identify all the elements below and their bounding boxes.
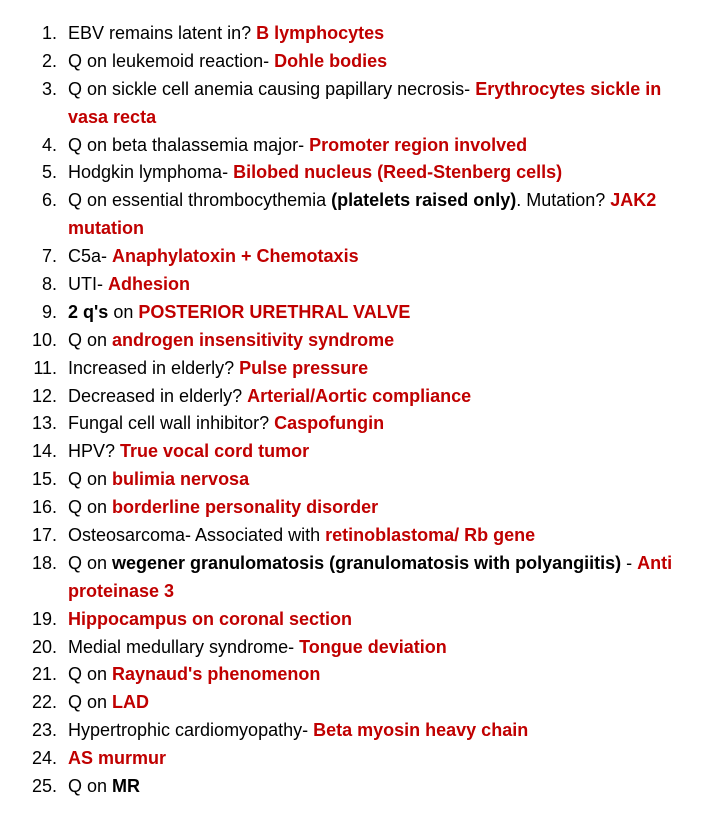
list-item: Q on beta thalassemia major- Promoter re… [62,132,689,160]
study-notes-list: EBV remains latent in? B lymphocytesQ on… [24,20,689,801]
question-text: Q on essential thrombocythemia [68,190,331,210]
answer-text: Tongue deviation [299,637,447,657]
answer-text: AS murmur [68,748,166,768]
question-text: Hodgkin lymphoma- [68,162,233,182]
list-item: Hippocampus on coronal section [62,606,689,634]
list-item: Q on sickle cell anemia causing papillar… [62,76,689,132]
answer-text: Anaphylatoxin + Chemotaxis [112,246,359,266]
list-item: C5a- Anaphylatoxin + Chemotaxis [62,243,689,271]
answer-text: Promoter region involved [309,135,527,155]
answer-text: B lymphocytes [256,23,384,43]
question-text: Q on sickle cell anemia causing papillar… [68,79,475,99]
answer-text: Raynaud's phenomenon [112,664,320,684]
list-item: Q on borderline personality disorder [62,494,689,522]
answer-text: Hippocampus on coronal section [68,609,352,629]
list-item: Q on leukemoid reaction- Dohle bodies [62,48,689,76]
question-text: Q on [68,692,112,712]
list-item: Q on essential thrombocythemia (platelet… [62,187,689,243]
question-text: Osteosarcoma- Associated with [68,525,325,545]
list-item: Q on androgen insensitivity syndrome [62,327,689,355]
list-item: Hodgkin lymphoma- Bilobed nucleus (Reed-… [62,159,689,187]
answer-text: Beta myosin heavy chain [313,720,528,740]
list-item: AS murmur [62,745,689,773]
question-text: Q on leukemoid reaction- [68,51,274,71]
question-text: Q on [68,330,112,350]
list-item: Osteosarcoma- Associated with retinoblas… [62,522,689,550]
list-item: HPV? True vocal cord tumor [62,438,689,466]
answer-text: Pulse pressure [239,358,368,378]
answer-text: POSTERIOR URETHRAL VALVE [138,302,410,322]
question-text: - [626,553,637,573]
question-text: Fungal cell wall inhibitor? [68,413,274,433]
question-text: UTI- [68,274,108,294]
answer-text: retinoblastoma/ Rb gene [325,525,535,545]
list-item: EBV remains latent in? B lymphocytes [62,20,689,48]
question-text: Q on [68,776,112,796]
list-item: UTI- Adhesion [62,271,689,299]
list-item: Q on LAD [62,689,689,717]
answer-text: Arterial/Aortic compliance [247,386,471,406]
list-item: Fungal cell wall inhibitor? Caspofungin [62,410,689,438]
list-item: 2 q's on POSTERIOR URETHRAL VALVE [62,299,689,327]
question-text: Increased in elderly? [68,358,239,378]
list-item: Decreased in elderly? Arterial/Aortic co… [62,383,689,411]
answer-text: Dohle bodies [274,51,387,71]
list-item: Hypertrophic cardiomyopathy- Beta myosin… [62,717,689,745]
bold-text: (platelets raised only) [331,190,516,210]
list-item: Q on bulimia nervosa [62,466,689,494]
question-text: Decreased in elderly? [68,386,247,406]
list-item: Q on Raynaud's phenomenon [62,661,689,689]
question-text: Q on [68,553,112,573]
answer-text: borderline personality disorder [112,497,378,517]
bold-text: 2 q's [68,302,108,322]
answer-text: LAD [112,692,149,712]
list-item: Medial medullary syndrome- Tongue deviat… [62,634,689,662]
list-item: Q on wegener granulomatosis (granulomato… [62,550,689,606]
question-text: HPV? [68,441,120,461]
answer-text: True vocal cord tumor [120,441,309,461]
question-text: Q on [68,469,112,489]
answer-text: Bilobed nucleus (Reed-Stenberg cells) [233,162,562,182]
question-text: Q on beta thalassemia major- [68,135,309,155]
answer-text: androgen insensitivity syndrome [112,330,394,350]
question-text: Hypertrophic cardiomyopathy- [68,720,313,740]
answer-text: Caspofungin [274,413,384,433]
question-text: EBV remains latent in? [68,23,256,43]
list-item: Increased in elderly? Pulse pressure [62,355,689,383]
question-text: C5a- [68,246,112,266]
list-item: Q on MR [62,773,689,801]
bold-text: wegener granulomatosis (granulomatosis w… [112,553,626,573]
question-text: Q on [68,497,112,517]
answer-text: bulimia nervosa [112,469,249,489]
question-text: on [108,302,138,322]
question-text: . Mutation? [516,190,610,210]
question-text: Q on [68,664,112,684]
answer-text: Adhesion [108,274,190,294]
question-text: Medial medullary syndrome- [68,637,299,657]
bold-text: MR [112,776,140,796]
